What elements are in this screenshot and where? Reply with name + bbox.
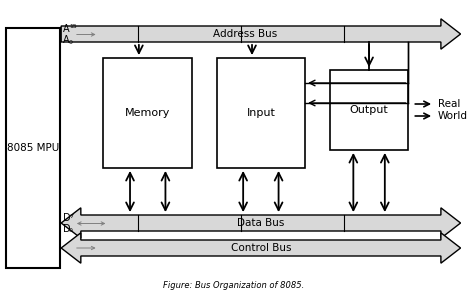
Text: Memory: Memory (125, 108, 171, 118)
Text: Input: Input (246, 108, 275, 118)
Text: 15: 15 (69, 24, 77, 30)
Text: Figure: Bus Organization of 8085.: Figure: Bus Organization of 8085. (163, 281, 304, 290)
Polygon shape (61, 19, 461, 49)
Polygon shape (61, 208, 461, 238)
Text: A: A (63, 35, 70, 45)
Text: 0: 0 (69, 40, 73, 44)
Polygon shape (61, 233, 461, 263)
Bar (330, 70, 409, 150)
Text: Output: Output (350, 105, 389, 115)
Bar (103, 58, 192, 168)
Text: Address Bus: Address Bus (212, 29, 277, 39)
Text: 7: 7 (69, 213, 73, 218)
Text: Data Bus: Data Bus (237, 218, 284, 228)
Text: D: D (63, 224, 71, 234)
Text: 0: 0 (69, 229, 73, 234)
Text: Real
World: Real World (438, 99, 468, 121)
Bar (217, 58, 305, 168)
Bar (6, 28, 60, 268)
Text: A: A (63, 24, 70, 34)
Text: D: D (63, 213, 71, 223)
Text: Control Bus: Control Bus (231, 243, 291, 253)
Text: 8085 MPU: 8085 MPU (7, 143, 59, 153)
